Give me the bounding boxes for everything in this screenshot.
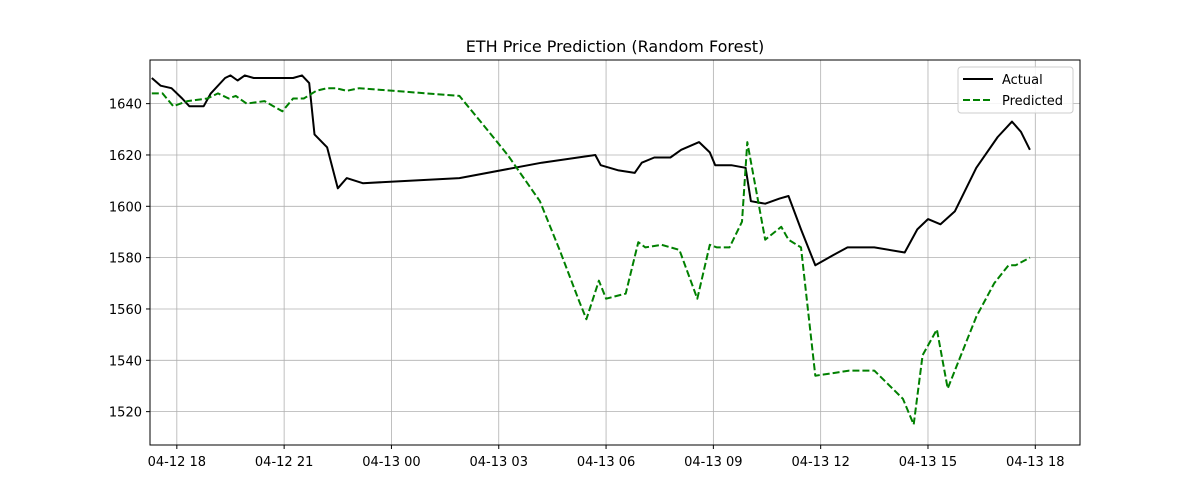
legend-label-predicted: Predicted [1002, 94, 1063, 109]
x-tick-label: 04-13 12 [791, 455, 849, 470]
x-tick-label: 04-13 15 [899, 455, 957, 470]
x-tick-label: 04-13 18 [1006, 455, 1064, 470]
chart-title: ETH Price Prediction (Random Forest) [466, 37, 765, 56]
y-tick-label: 1520 [109, 406, 142, 421]
x-axis: 04-12 18 04-12 21 04-13 00 04-13 03 04-13 06… [148, 445, 1065, 470]
x-tick-label: 04-13 06 [577, 455, 635, 470]
y-tick-label: 1600 [109, 200, 142, 215]
x-tick-label: 04-13 09 [684, 455, 742, 470]
y-tick-label: 1540 [109, 354, 142, 369]
x-tick-label: 04-12 18 [148, 455, 206, 470]
y-axis: 1520 1540 1560 1580 1600 1620 1640 [109, 98, 150, 421]
y-tick-label: 1640 [109, 98, 142, 113]
legend: Actual Predicted [957, 66, 1074, 114]
y-tick-label: 1580 [109, 252, 142, 267]
y-tick-label: 1620 [109, 149, 142, 164]
plot-area-frame [149, 59, 1081, 446]
grid-lines [150, 60, 1080, 445]
series-line-actual [151, 74, 1031, 267]
x-tick-label: 04-12 21 [255, 455, 313, 470]
legend-label-actual: Actual [1002, 73, 1043, 88]
x-tick-label: 04-13 03 [470, 455, 528, 470]
series-layer [151, 74, 1031, 426]
x-tick-label: 04-13 00 [362, 455, 420, 470]
y-tick-label: 1560 [109, 303, 142, 318]
series-line-predicted [151, 87, 1031, 426]
